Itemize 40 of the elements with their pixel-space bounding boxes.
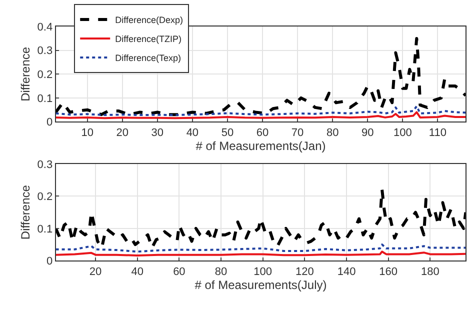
- x-tick-label: 100: [393, 126, 412, 139]
- x-tick-label: 60: [173, 266, 186, 278]
- x-tick-label: 80: [326, 126, 339, 139]
- legend-label: Difference(TZIP): [115, 34, 182, 44]
- x-tick-label: 140: [337, 266, 356, 278]
- line-series: [56, 244, 466, 253]
- x-tick-label: 20: [116, 126, 128, 139]
- y-tick-label: 0.4: [37, 21, 53, 34]
- x-tick-label: 110: [428, 126, 446, 139]
- x-tick-label: 40: [131, 266, 144, 278]
- x-tick-label: 40: [186, 126, 199, 139]
- x-tick-label: 160: [379, 266, 398, 278]
- y-axis-title: Difference: [18, 46, 33, 102]
- x-tick-label: 70: [291, 126, 304, 139]
- y-tick-label: 0.3: [37, 158, 53, 171]
- line-series: [56, 188, 466, 250]
- legend-label: Difference(Texp): [115, 52, 181, 63]
- y-tick-label: 0.2: [37, 191, 53, 204]
- x-tick-label: 50: [221, 126, 234, 139]
- y-tick-label: 0: [46, 255, 53, 268]
- y-tick-label: 0.1: [37, 92, 53, 105]
- y-tick-label: 0: [46, 116, 53, 129]
- x-tick-label: 60: [256, 126, 269, 139]
- x-tick-label: 30: [151, 126, 164, 139]
- x-tick-label: 90: [361, 126, 374, 139]
- line-series: [56, 36, 466, 116]
- y-axis-title: Difference: [18, 184, 33, 240]
- x-tick-label: 100: [254, 266, 272, 278]
- x-axis-title: # of Measurements(July): [194, 278, 327, 292]
- line-series: [56, 105, 466, 116]
- legend-label: Difference(Dexp): [115, 14, 183, 25]
- y-tick-label: 0.1: [37, 223, 53, 236]
- x-tick-label: 20: [89, 266, 102, 278]
- x-tick-label: 80: [214, 266, 228, 278]
- x-tick-label: 180: [420, 266, 440, 278]
- x-tick-label: 120: [295, 266, 314, 278]
- y-tick-label: 0.2: [37, 69, 53, 81]
- y-tick-label: 0.3: [37, 45, 53, 58]
- x-tick-label: 10: [81, 126, 94, 139]
- x-axis-title: # of Measurements(Jan): [196, 138, 326, 153]
